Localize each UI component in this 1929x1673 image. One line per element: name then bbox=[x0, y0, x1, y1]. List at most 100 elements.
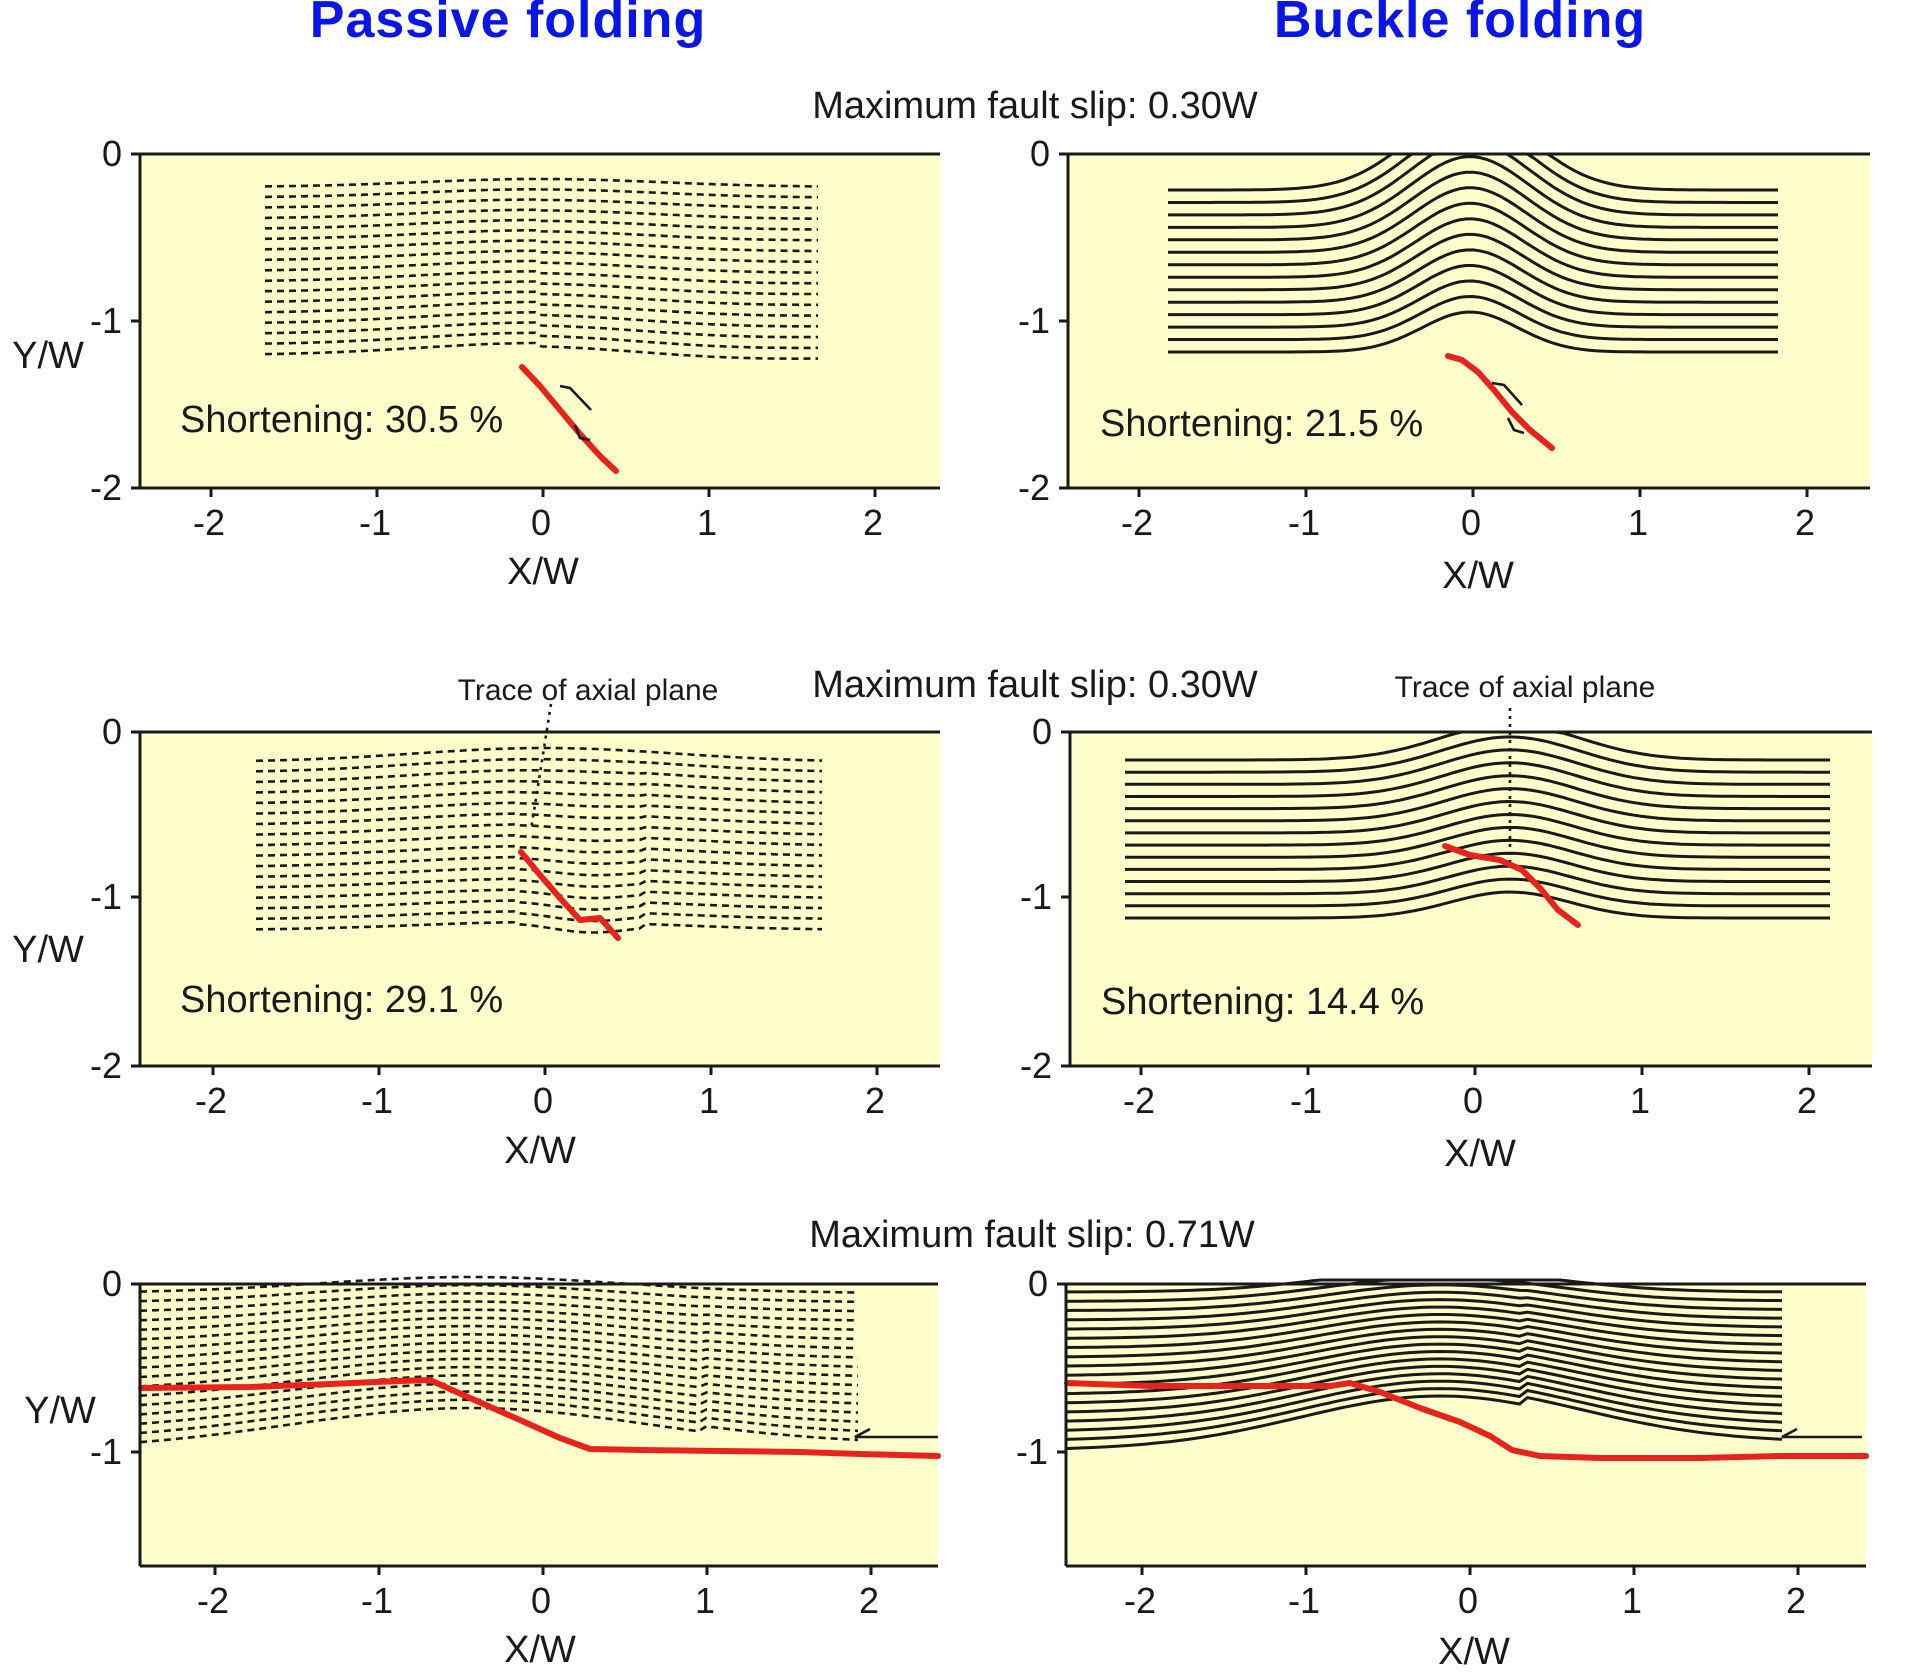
fault-buckle-3 bbox=[1064, 1380, 1869, 1461]
layer-line bbox=[264, 177, 819, 188]
shortening-passive-2: Shortening: 29.1 % bbox=[180, 979, 503, 1021]
layer-line bbox=[1125, 761, 1830, 798]
layer-line bbox=[139, 1333, 859, 1360]
slip-arrow-passive-1-lower bbox=[573, 424, 591, 442]
y-tick-label: -2 bbox=[90, 467, 122, 508]
layer-line bbox=[139, 1382, 859, 1416]
panel-buckle-1-background bbox=[1068, 154, 1870, 488]
layer-line bbox=[1125, 890, 1830, 920]
layer-line bbox=[1065, 1387, 1783, 1441]
layer-line bbox=[255, 746, 823, 763]
layer-line bbox=[255, 801, 823, 815]
x-tick-label: 1 bbox=[1628, 502, 1648, 543]
slip-arrow-passive-1-upper bbox=[559, 384, 592, 411]
axes-buckle-3: -2 -1 0 1 2 0 -1 X/W bbox=[1016, 1263, 1866, 1673]
layer-line bbox=[255, 866, 823, 878]
layer-line bbox=[255, 888, 823, 900]
layer-line bbox=[1125, 838, 1830, 871]
x-tick-label: -1 bbox=[359, 502, 391, 543]
fault-buckle-2 bbox=[1442, 843, 1581, 928]
y-tick-label: -1 bbox=[90, 1431, 122, 1472]
layer-line bbox=[264, 300, 818, 317]
panel-passive-1-background bbox=[140, 154, 940, 488]
axial-trace-passive-2 bbox=[529, 703, 553, 831]
panel-passive-3-background bbox=[140, 1284, 938, 1566]
slip-title-row-2: Maximum fault slip: 0.30W bbox=[812, 664, 1258, 706]
y-tick-label: 0 bbox=[102, 711, 122, 752]
y-tick-label: -2 bbox=[1018, 467, 1050, 508]
x-axis-label: X/W bbox=[1438, 1631, 1510, 1673]
layer-line bbox=[1125, 864, 1830, 896]
shortening-buckle-1: Shortening: 21.5 % bbox=[1100, 403, 1423, 445]
x-tick-label: 0 bbox=[1463, 1080, 1483, 1121]
layer-line bbox=[255, 768, 823, 784]
layer-line bbox=[255, 920, 823, 934]
passive-folding-title: Passive folding bbox=[310, 0, 706, 49]
layer-line bbox=[1066, 1305, 1783, 1340]
slip-arrow-passive-3 bbox=[854, 1427, 938, 1439]
y-tick-label: 0 bbox=[1030, 133, 1050, 174]
layer-line bbox=[1125, 774, 1830, 811]
x-tick-label: 0 bbox=[531, 1580, 551, 1621]
layer-line bbox=[265, 218, 819, 231]
layer-line bbox=[264, 331, 819, 350]
x-tick-label: -1 bbox=[361, 1080, 393, 1121]
y-tick-label: -1 bbox=[1020, 876, 1052, 917]
layer-line bbox=[1125, 812, 1830, 847]
layer-line bbox=[1168, 186, 1778, 254]
layer-line bbox=[264, 259, 818, 274]
layer-line bbox=[255, 910, 823, 923]
x-tick-label: 1 bbox=[699, 1080, 719, 1121]
layer-line bbox=[1168, 248, 1778, 304]
x-tick-label: 1 bbox=[1630, 1080, 1650, 1121]
layer-line bbox=[1065, 1364, 1783, 1414]
layer-line bbox=[1168, 170, 1778, 242]
x-tick-label: 2 bbox=[1797, 1080, 1817, 1121]
layer-line bbox=[1066, 1320, 1783, 1359]
layer-line bbox=[1065, 1394, 1783, 1450]
layer-line bbox=[1066, 1298, 1783, 1331]
layer-line bbox=[1125, 748, 1830, 786]
layers-passive-1 bbox=[264, 177, 819, 361]
layer-line bbox=[139, 1357, 859, 1388]
layer-line bbox=[1065, 1327, 1783, 1368]
axes-passive-1: -2 -1 0 1 2 0 -1 -2 X/W Y/W bbox=[12, 133, 940, 593]
x-tick-label: 1 bbox=[1622, 1580, 1642, 1621]
x-tick-label: 2 bbox=[859, 1580, 879, 1621]
x-tick-label: 0 bbox=[533, 1080, 553, 1121]
y-tick-label: -1 bbox=[1016, 1431, 1048, 1472]
fault-passive-2 bbox=[518, 849, 621, 941]
y-axis-label: Y/W bbox=[12, 335, 84, 377]
slip-title-row-1: Maximum fault slip: 0.30W bbox=[812, 85, 1258, 127]
axes-buckle-2: -2 -1 0 1 2 0 -1 -2 X/W bbox=[1020, 711, 1872, 1175]
layer-line bbox=[1168, 201, 1778, 267]
layer-line bbox=[1065, 1335, 1783, 1377]
layer-line bbox=[1168, 294, 1778, 341]
layer-line bbox=[1168, 155, 1778, 229]
layer-line bbox=[139, 1374, 859, 1407]
layer-line bbox=[264, 310, 818, 328]
x-tick-label: -2 bbox=[197, 1580, 229, 1621]
axes-passive-2: -2 -1 0 1 2 0 -1 -2 X/W Y/W bbox=[12, 711, 940, 1172]
x-tick-label: 2 bbox=[863, 502, 883, 543]
shortening-buckle-2: Shortening: 14.4 % bbox=[1101, 981, 1424, 1023]
x-axis-label: X/W bbox=[507, 551, 579, 593]
shortening-passive-1: Shortening: 30.5 % bbox=[180, 399, 503, 441]
x-tick-label: 1 bbox=[695, 1580, 715, 1621]
layer-line bbox=[255, 844, 823, 857]
layer-line bbox=[255, 855, 823, 868]
layers-passive-3 bbox=[139, 1275, 859, 1444]
x-tick-label: -1 bbox=[1290, 1080, 1322, 1121]
x-tick-label: -1 bbox=[361, 1580, 393, 1621]
layer-line bbox=[255, 757, 823, 773]
y-tick-label: 0 bbox=[1028, 1263, 1048, 1304]
layer-line bbox=[264, 249, 819, 264]
layer-line bbox=[139, 1390, 859, 1425]
y-tick-label: -1 bbox=[90, 876, 122, 917]
buckle-folding-title: Buckle folding bbox=[1274, 0, 1646, 49]
x-tick-label: 0 bbox=[531, 502, 551, 543]
slip-arrow-buckle-1-upper bbox=[1491, 381, 1523, 406]
layer-line bbox=[255, 823, 823, 836]
layer-line bbox=[1168, 217, 1778, 279]
